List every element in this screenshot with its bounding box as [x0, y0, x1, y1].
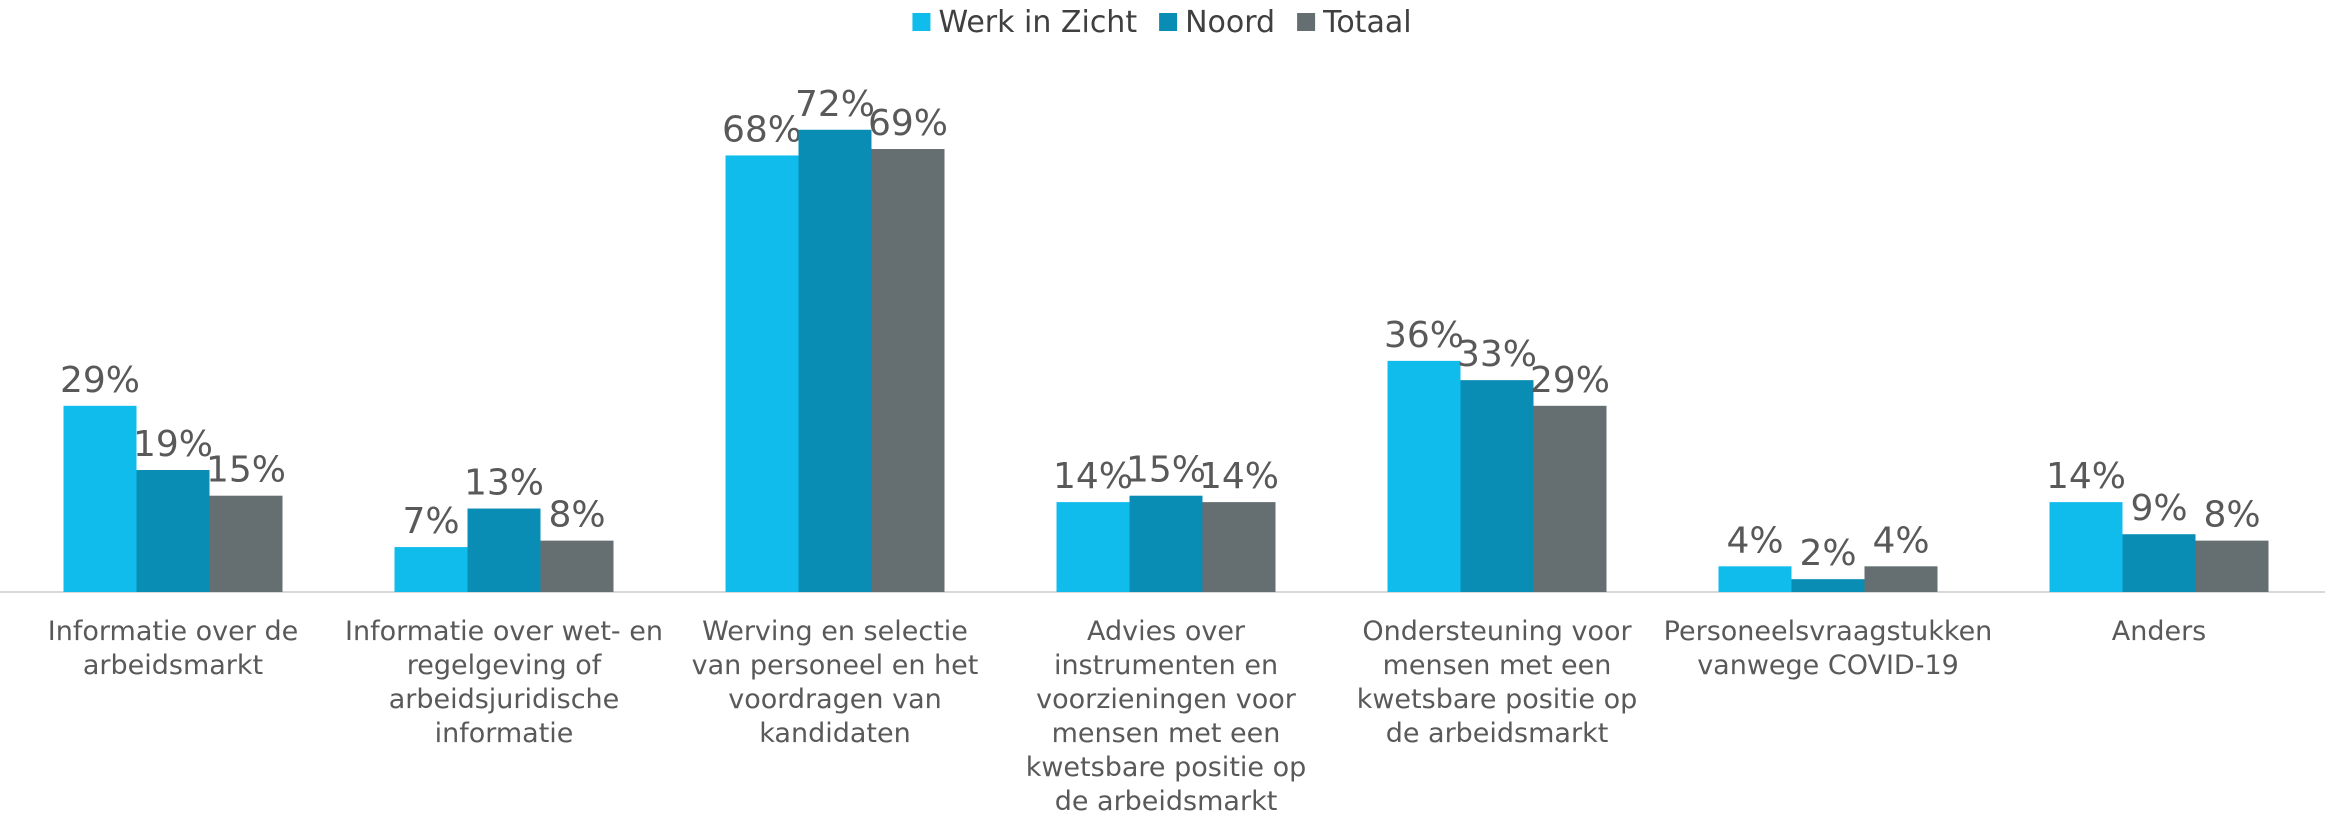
- bar: [467, 508, 541, 592]
- bar: [209, 495, 283, 592]
- legend-label: Noord: [1185, 5, 1275, 40]
- legend-swatch: [912, 13, 931, 31]
- x-tick-label: Informatie over de arbeidsmarkt: [48, 616, 298, 681]
- data-label: 4%: [1726, 520, 1783, 561]
- x-tick-label: Advies over instrumenten en voorzieningen …: [1026, 616, 1307, 814]
- legend-label: Totaal: [1322, 5, 1411, 40]
- data-label: 68%: [722, 109, 802, 150]
- bar: [1056, 502, 1130, 592]
- bar: [871, 149, 945, 592]
- bar: [1387, 360, 1461, 592]
- data-label: 2%: [1799, 533, 1856, 574]
- x-tick-label: Personeelsvraagstukken vanwege COVID-19: [1664, 616, 1993, 681]
- bar: [2122, 534, 2196, 592]
- x-tick-label: Informatie over wet- en regelgeving of arb…: [345, 616, 663, 749]
- bar: [1718, 566, 1792, 592]
- data-label: 15%: [1126, 450, 1206, 491]
- bar: [798, 129, 872, 592]
- data-label: 13%: [464, 463, 544, 504]
- bar: [136, 470, 210, 592]
- bar: [63, 405, 137, 592]
- bar: [2049, 502, 2123, 592]
- bar: [540, 540, 614, 592]
- data-label: 29%: [60, 360, 140, 401]
- bar: [1864, 566, 1938, 592]
- data-label: 4%: [1872, 520, 1929, 561]
- legend: Werk in Zicht Noord Totaal: [912, 5, 1412, 40]
- bar: [394, 547, 468, 592]
- data-label: 14%: [2046, 456, 2126, 497]
- data-label: 72%: [795, 84, 875, 125]
- x-tick-label: Anders: [2112, 616, 2207, 647]
- bar: [1129, 495, 1203, 592]
- data-label: 7%: [402, 501, 459, 542]
- bar: [1202, 502, 1276, 592]
- legend-swatch: [1297, 13, 1316, 31]
- legend-label: Werk in Zicht: [938, 5, 1137, 40]
- data-label: 33%: [1457, 334, 1537, 375]
- data-label: 36%: [1384, 315, 1464, 356]
- data-label: 19%: [133, 424, 213, 465]
- data-label: 8%: [2203, 495, 2260, 536]
- data-label: 14%: [1199, 456, 1279, 497]
- x-tick-label: Werving en selectie van personeel en het v…: [692, 616, 979, 749]
- data-label: 29%: [1530, 360, 1610, 401]
- data-label: 15%: [206, 450, 286, 491]
- bar: [1791, 579, 1865, 592]
- data-label: 9%: [2130, 488, 2187, 529]
- data-label: 8%: [548, 495, 605, 536]
- x-tick-label: Ondersteuning voor mensen met een kwetsbar…: [1357, 616, 1638, 749]
- bar: [2195, 540, 2269, 592]
- bar: [1460, 380, 1534, 592]
- legend-swatch: [1159, 13, 1178, 31]
- data-label: 69%: [868, 103, 948, 144]
- data-label: 14%: [1053, 456, 1133, 497]
- bar: [725, 155, 799, 592]
- bar: [1533, 405, 1607, 592]
